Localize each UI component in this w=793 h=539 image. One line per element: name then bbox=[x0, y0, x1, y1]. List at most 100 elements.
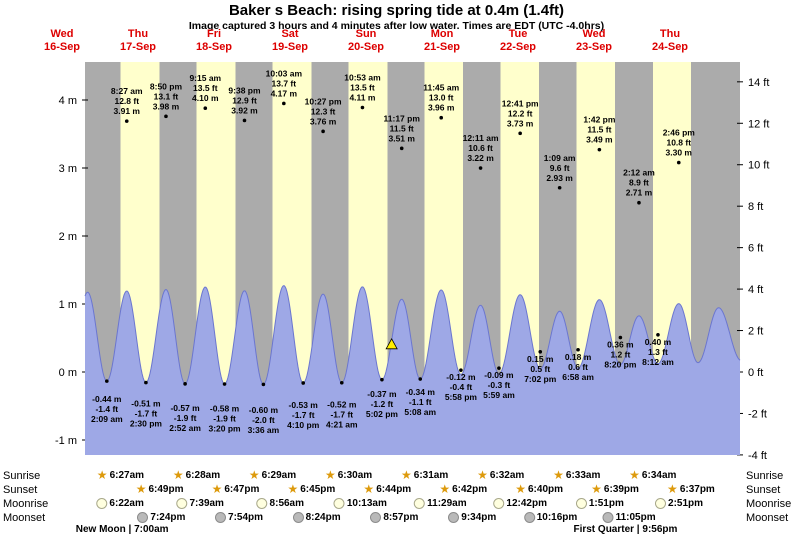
svg-text:2:52 am: 2:52 am bbox=[169, 423, 201, 433]
moonrise-time-entry: 10:13am bbox=[333, 497, 387, 510]
svg-text:3.22 m: 3.22 m bbox=[467, 153, 494, 163]
svg-text:Sat: Sat bbox=[281, 28, 298, 40]
svg-text:11:17 pm: 11:17 pm bbox=[384, 113, 421, 123]
moonset-time: 10:16pm bbox=[536, 511, 578, 523]
svg-text:5:58 pm: 5:58 pm bbox=[445, 392, 478, 402]
low-tide-annotation: -0.09 m-0.3 ft5:59 am bbox=[483, 366, 515, 400]
svg-text:0.6 ft: 0.6 ft bbox=[568, 362, 588, 372]
low-tide-dot bbox=[538, 350, 543, 354]
sunset-time: 6:37pm bbox=[679, 483, 715, 495]
sunset-star-icon: ★ bbox=[591, 482, 602, 496]
high-tide-dot bbox=[399, 146, 404, 151]
y-axis-right-tick: 10 ft bbox=[737, 160, 769, 172]
moonrise-icon bbox=[176, 497, 188, 509]
moonset-time-entry: 7:24pm bbox=[137, 511, 185, 524]
low-tide-annotation: -0.37 m-1.2 ft5:02 pm bbox=[366, 377, 398, 419]
svg-text:6 ft: 6 ft bbox=[748, 243, 763, 255]
low-tide-annotation: 0.15 m0.5 ft7:02 pm bbox=[524, 350, 557, 384]
svg-text:6:58 am: 6:58 am bbox=[562, 372, 594, 382]
low-tide-dot bbox=[618, 335, 623, 340]
svg-text:24-Sep: 24-Sep bbox=[652, 41, 688, 53]
low-tide-dot bbox=[380, 377, 384, 382]
moonset-icon bbox=[370, 511, 382, 523]
svg-text:-1.4 ft: -1.4 ft bbox=[95, 404, 118, 414]
svg-text:-0.44 m: -0.44 m bbox=[92, 394, 122, 404]
svg-text:12.2 ft: 12.2 ft bbox=[508, 108, 533, 118]
moonrise-row-label-left: Moonrise bbox=[3, 498, 49, 510]
sunset-time-entry: ★ 6:37pm bbox=[667, 483, 715, 496]
low-tide-annotation: -0.51 m-1.7 ft2:30 pm bbox=[130, 380, 162, 429]
sunset-time-entry: ★ 6:40pm bbox=[515, 483, 563, 496]
sunset-time-entry: ★ 6:42pm bbox=[439, 483, 487, 496]
svg-text:0.40 m: 0.40 m bbox=[645, 337, 672, 347]
svg-text:12.9 ft: 12.9 ft bbox=[232, 95, 257, 105]
sunset-time-entry: ★ 6:39pm bbox=[591, 483, 639, 496]
svg-text:8:20 pm: 8:20 pm bbox=[604, 360, 637, 370]
high-tide-dot bbox=[637, 200, 641, 205]
svg-text:4 m: 4 m bbox=[59, 95, 77, 107]
sunset-time: 6:44pm bbox=[376, 483, 412, 495]
moonset-icon bbox=[523, 511, 535, 523]
moonset-icon bbox=[137, 511, 149, 523]
svg-text:Thu: Thu bbox=[128, 28, 148, 40]
y-axis-left-tick: 4 m bbox=[59, 95, 88, 107]
high-tide-dot bbox=[282, 101, 286, 106]
svg-text:11.5 ft: 11.5 ft bbox=[390, 123, 414, 133]
high-tide-dot bbox=[518, 131, 522, 136]
low-tide-dot bbox=[576, 347, 580, 352]
svg-text:-1.2 ft: -1.2 ft bbox=[371, 399, 394, 409]
svg-text:3.91 m: 3.91 m bbox=[114, 106, 141, 116]
svg-text:10 ft: 10 ft bbox=[748, 160, 769, 172]
sunset-time-entry: ★ 6:49pm bbox=[136, 483, 184, 496]
moonrise-icon bbox=[96, 497, 108, 509]
svg-text:2:12 am: 2:12 am bbox=[623, 168, 655, 178]
moonrise-icon bbox=[575, 497, 587, 509]
sunrise-star-icon: ★ bbox=[401, 468, 412, 482]
high-tide-dot bbox=[124, 119, 129, 123]
svg-text:10.6 ft: 10.6 ft bbox=[468, 143, 493, 153]
moonrise-time-entry: 12:42pm bbox=[493, 497, 547, 510]
sunset-star-icon: ★ bbox=[439, 482, 451, 496]
sunset-row-label-left: Sunset bbox=[3, 484, 38, 496]
svg-text:Wed: Wed bbox=[50, 28, 73, 40]
low-tide-dot bbox=[497, 366, 501, 370]
svg-text:2:09 am: 2:09 am bbox=[91, 414, 123, 424]
moonset-time-entry: 10:16pm bbox=[523, 511, 578, 524]
svg-text:9:38 pm: 9:38 pm bbox=[228, 85, 261, 95]
svg-text:-0.58 m: -0.58 m bbox=[210, 403, 240, 413]
moon-phase-note: First Quarter | 9:56pm bbox=[573, 523, 678, 535]
low-tide-annotation: -0.12 m-0.4 ft5:58 pm bbox=[445, 368, 478, 402]
moonset-time-entry: 7:54pm bbox=[215, 511, 263, 524]
sunset-time: 6:40pm bbox=[527, 483, 563, 495]
sunset-time: 6:47pm bbox=[224, 483, 260, 495]
low-tide-annotation: -0.34 m-1.1 ft5:08 am bbox=[404, 377, 437, 417]
sunset-star-icon: ★ bbox=[135, 482, 147, 496]
y-axis-left-tick: 3 m bbox=[59, 163, 88, 175]
high-tide-dot bbox=[321, 129, 325, 134]
low-tide-dot bbox=[183, 382, 187, 386]
sunset-time: 6:42pm bbox=[452, 483, 488, 495]
high-tide-dot bbox=[360, 105, 365, 110]
low-tide-dot bbox=[261, 382, 266, 387]
svg-text:2.71 m: 2.71 m bbox=[626, 188, 653, 198]
low-tide-dot bbox=[144, 380, 148, 385]
low-tide-dot bbox=[459, 368, 463, 372]
sunrise-star-icon: ★ bbox=[172, 468, 184, 482]
current-tide-marker bbox=[385, 337, 398, 350]
high-tide-dot bbox=[557, 185, 562, 190]
sunset-star-icon: ★ bbox=[211, 482, 223, 496]
moonset-row-label-right: Moonset bbox=[746, 512, 789, 524]
sunrise-time: 6:27am bbox=[109, 469, 145, 481]
sunrise-time-entry: ★ 6:27am bbox=[97, 469, 144, 482]
high-tide-dot bbox=[164, 114, 168, 119]
moonrise-icon bbox=[493, 497, 505, 509]
